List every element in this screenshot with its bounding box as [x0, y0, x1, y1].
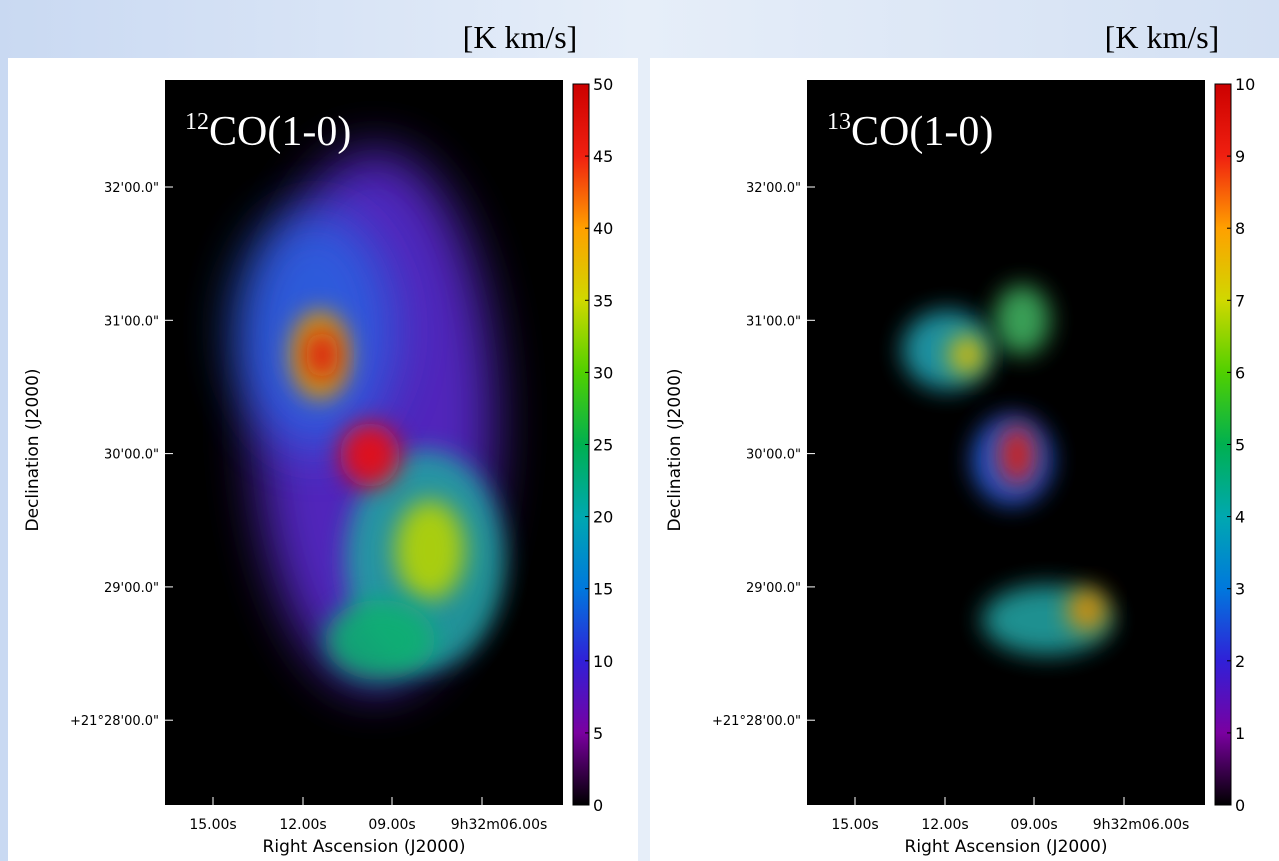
- emission-blob: [949, 335, 985, 375]
- emission-blob: [1067, 588, 1107, 632]
- colorbar-tick-label: 3: [1235, 580, 1245, 599]
- x-tick-label: 12.00s: [921, 817, 968, 833]
- colorbar-tick-label: 30: [593, 363, 613, 382]
- colorbar-tick-label: 10: [593, 652, 613, 671]
- colorbar-tick-label: 45: [593, 147, 613, 166]
- x-tick-label: 09.00s: [1010, 817, 1057, 833]
- colorbar-tick-label: 35: [593, 291, 613, 310]
- emission-blob: [325, 600, 435, 680]
- colorbar-tick-label: 1: [1235, 724, 1245, 743]
- y-tick-label: 32'00.0": [746, 181, 801, 196]
- colorbar-tick-label: 6: [1235, 363, 1245, 382]
- colorbar-tick-label: 25: [593, 436, 613, 455]
- y-tick-label: +21°28'00.0": [712, 714, 801, 729]
- x-tick-label: 9h32m06.00s: [1093, 817, 1190, 833]
- y-tick-label: 31'00.0": [746, 314, 801, 329]
- x-axis-label: Right Ascension (J2000): [263, 837, 466, 857]
- title-text: CO(1-0): [209, 109, 351, 155]
- colorbar-tick-label: 8: [1235, 219, 1245, 238]
- colorbar-tick-label: 9: [1235, 147, 1245, 166]
- y-tick-label: 29'00.0": [746, 581, 801, 596]
- colorbar-tick-label: 15: [593, 580, 613, 599]
- colorbar-tick-label: 5: [1235, 436, 1245, 455]
- emission: [902, 285, 1112, 655]
- colorbar-tick-label: 10: [1235, 75, 1255, 94]
- title-superscript: 12: [185, 109, 209, 135]
- x-tick-label: 09.00s: [368, 817, 415, 833]
- y-tick-label: 29'00.0": [104, 581, 159, 596]
- y-axis-label: Declination (J2000): [23, 368, 43, 531]
- x-tick-label: 12.00s: [279, 817, 326, 833]
- colorbar-tick-label: 5: [593, 724, 603, 743]
- x-tick-label: 9h32m06.00s: [451, 817, 548, 833]
- map-title: 12CO(1-0): [185, 109, 351, 155]
- y-tick-label: 31'00.0": [104, 314, 159, 329]
- colorbar-tick-label: 0: [1235, 796, 1245, 815]
- map-title: 13CO(1-0): [827, 109, 993, 155]
- panel: [K km/s]13CO(1-0)32'00.0"31'00.0"30'00.0…: [650, 19, 1279, 861]
- y-tick-label: 30'00.0": [746, 448, 801, 463]
- title-text: CO(1-0): [851, 109, 993, 155]
- colorbar-tick-label: 2: [1235, 652, 1245, 671]
- unit-label: [K km/s]: [463, 19, 578, 55]
- y-axis-label: Declination (J2000): [665, 368, 685, 531]
- emission-blob: [999, 425, 1035, 485]
- emission: [235, 150, 505, 690]
- panel: [K km/s] 12CO(1-0) 32'00.0" 31'00.0" 30'00.0…: [8, 19, 638, 861]
- emission-blob: [306, 331, 338, 379]
- emission-blob: [994, 285, 1050, 355]
- x-axis-label: Right Ascension (J2000): [905, 837, 1108, 857]
- x-tick-label: 15.00s: [189, 817, 236, 833]
- emission-blob: [340, 423, 400, 487]
- unit-label: [K km/s]: [1105, 19, 1220, 55]
- y-tick-label: 30'00.0": [104, 448, 159, 463]
- colorbar-tick-label: 0: [593, 796, 603, 815]
- colorbar-tick-label: 40: [593, 219, 613, 238]
- colorbar-tick-label: 50: [593, 75, 613, 94]
- colorbar-tick-label: 4: [1235, 508, 1245, 527]
- y-tick-label: 32'00.0": [104, 181, 159, 196]
- emission-blob: [395, 500, 465, 600]
- colorbar-tick-label: 20: [593, 508, 613, 527]
- title-superscript: 13: [827, 109, 851, 135]
- colorbar-tick-label: 7: [1235, 291, 1245, 310]
- y-tick-label: +21°28'00.0": [70, 714, 159, 729]
- x-tick-label: 15.00s: [831, 817, 878, 833]
